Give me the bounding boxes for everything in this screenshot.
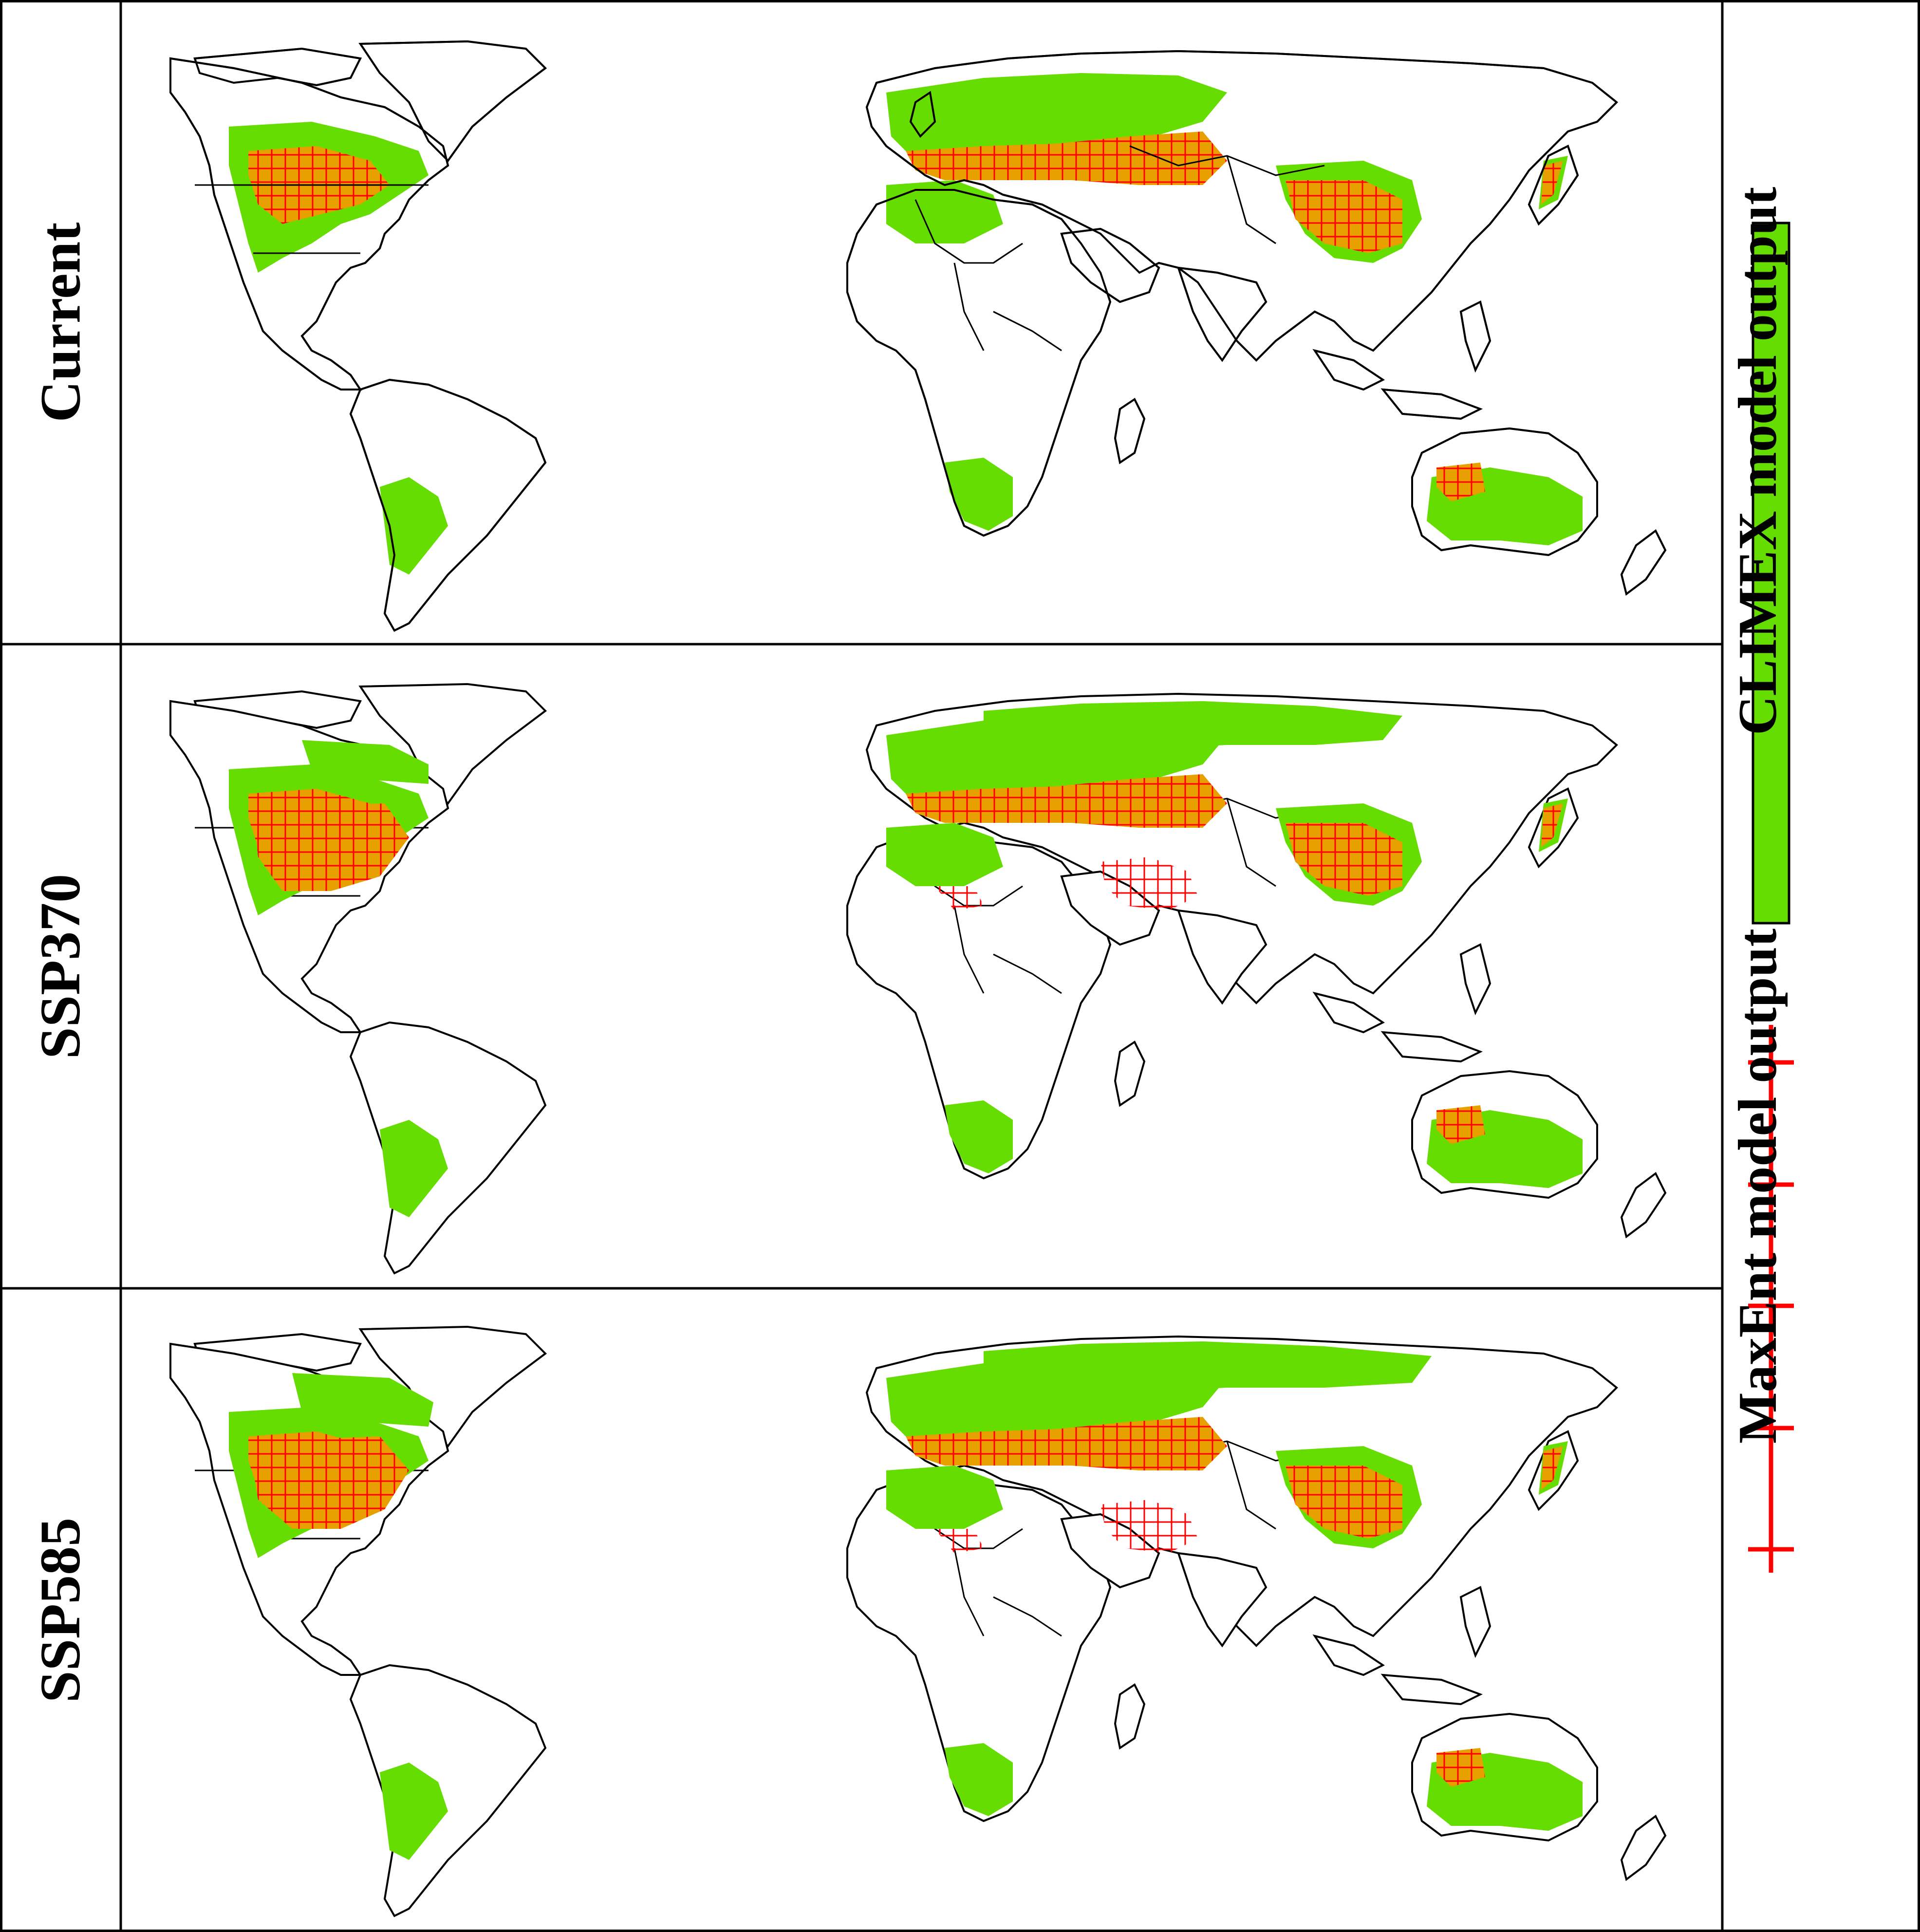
map-panel-ssp585 (169, 1326, 1666, 1917)
legend-climex-label: CLIMEX model output (1728, 186, 1788, 735)
legend-maxent-swatch (1748, 1025, 1794, 1573)
climex-extra-ssp370 (984, 701, 1402, 755)
climex-north-america-ssp585 (292, 1373, 433, 1427)
world-outline-overlay-current (169, 40, 1666, 632)
legend-maxent-label: MaxEnt model output (1728, 929, 1788, 1444)
map-panel-ssp370 (169, 683, 1666, 1274)
maxent-north-america-ssp370 (253, 803, 409, 891)
maxent-north-america-ssp585 (248, 1436, 409, 1529)
legend-climex-swatch (1752, 222, 1790, 925)
climex-extra-ssp585 (984, 1341, 1432, 1397)
climex-north-america-ssp370 (302, 740, 429, 784)
map-panel-current (169, 40, 1666, 632)
